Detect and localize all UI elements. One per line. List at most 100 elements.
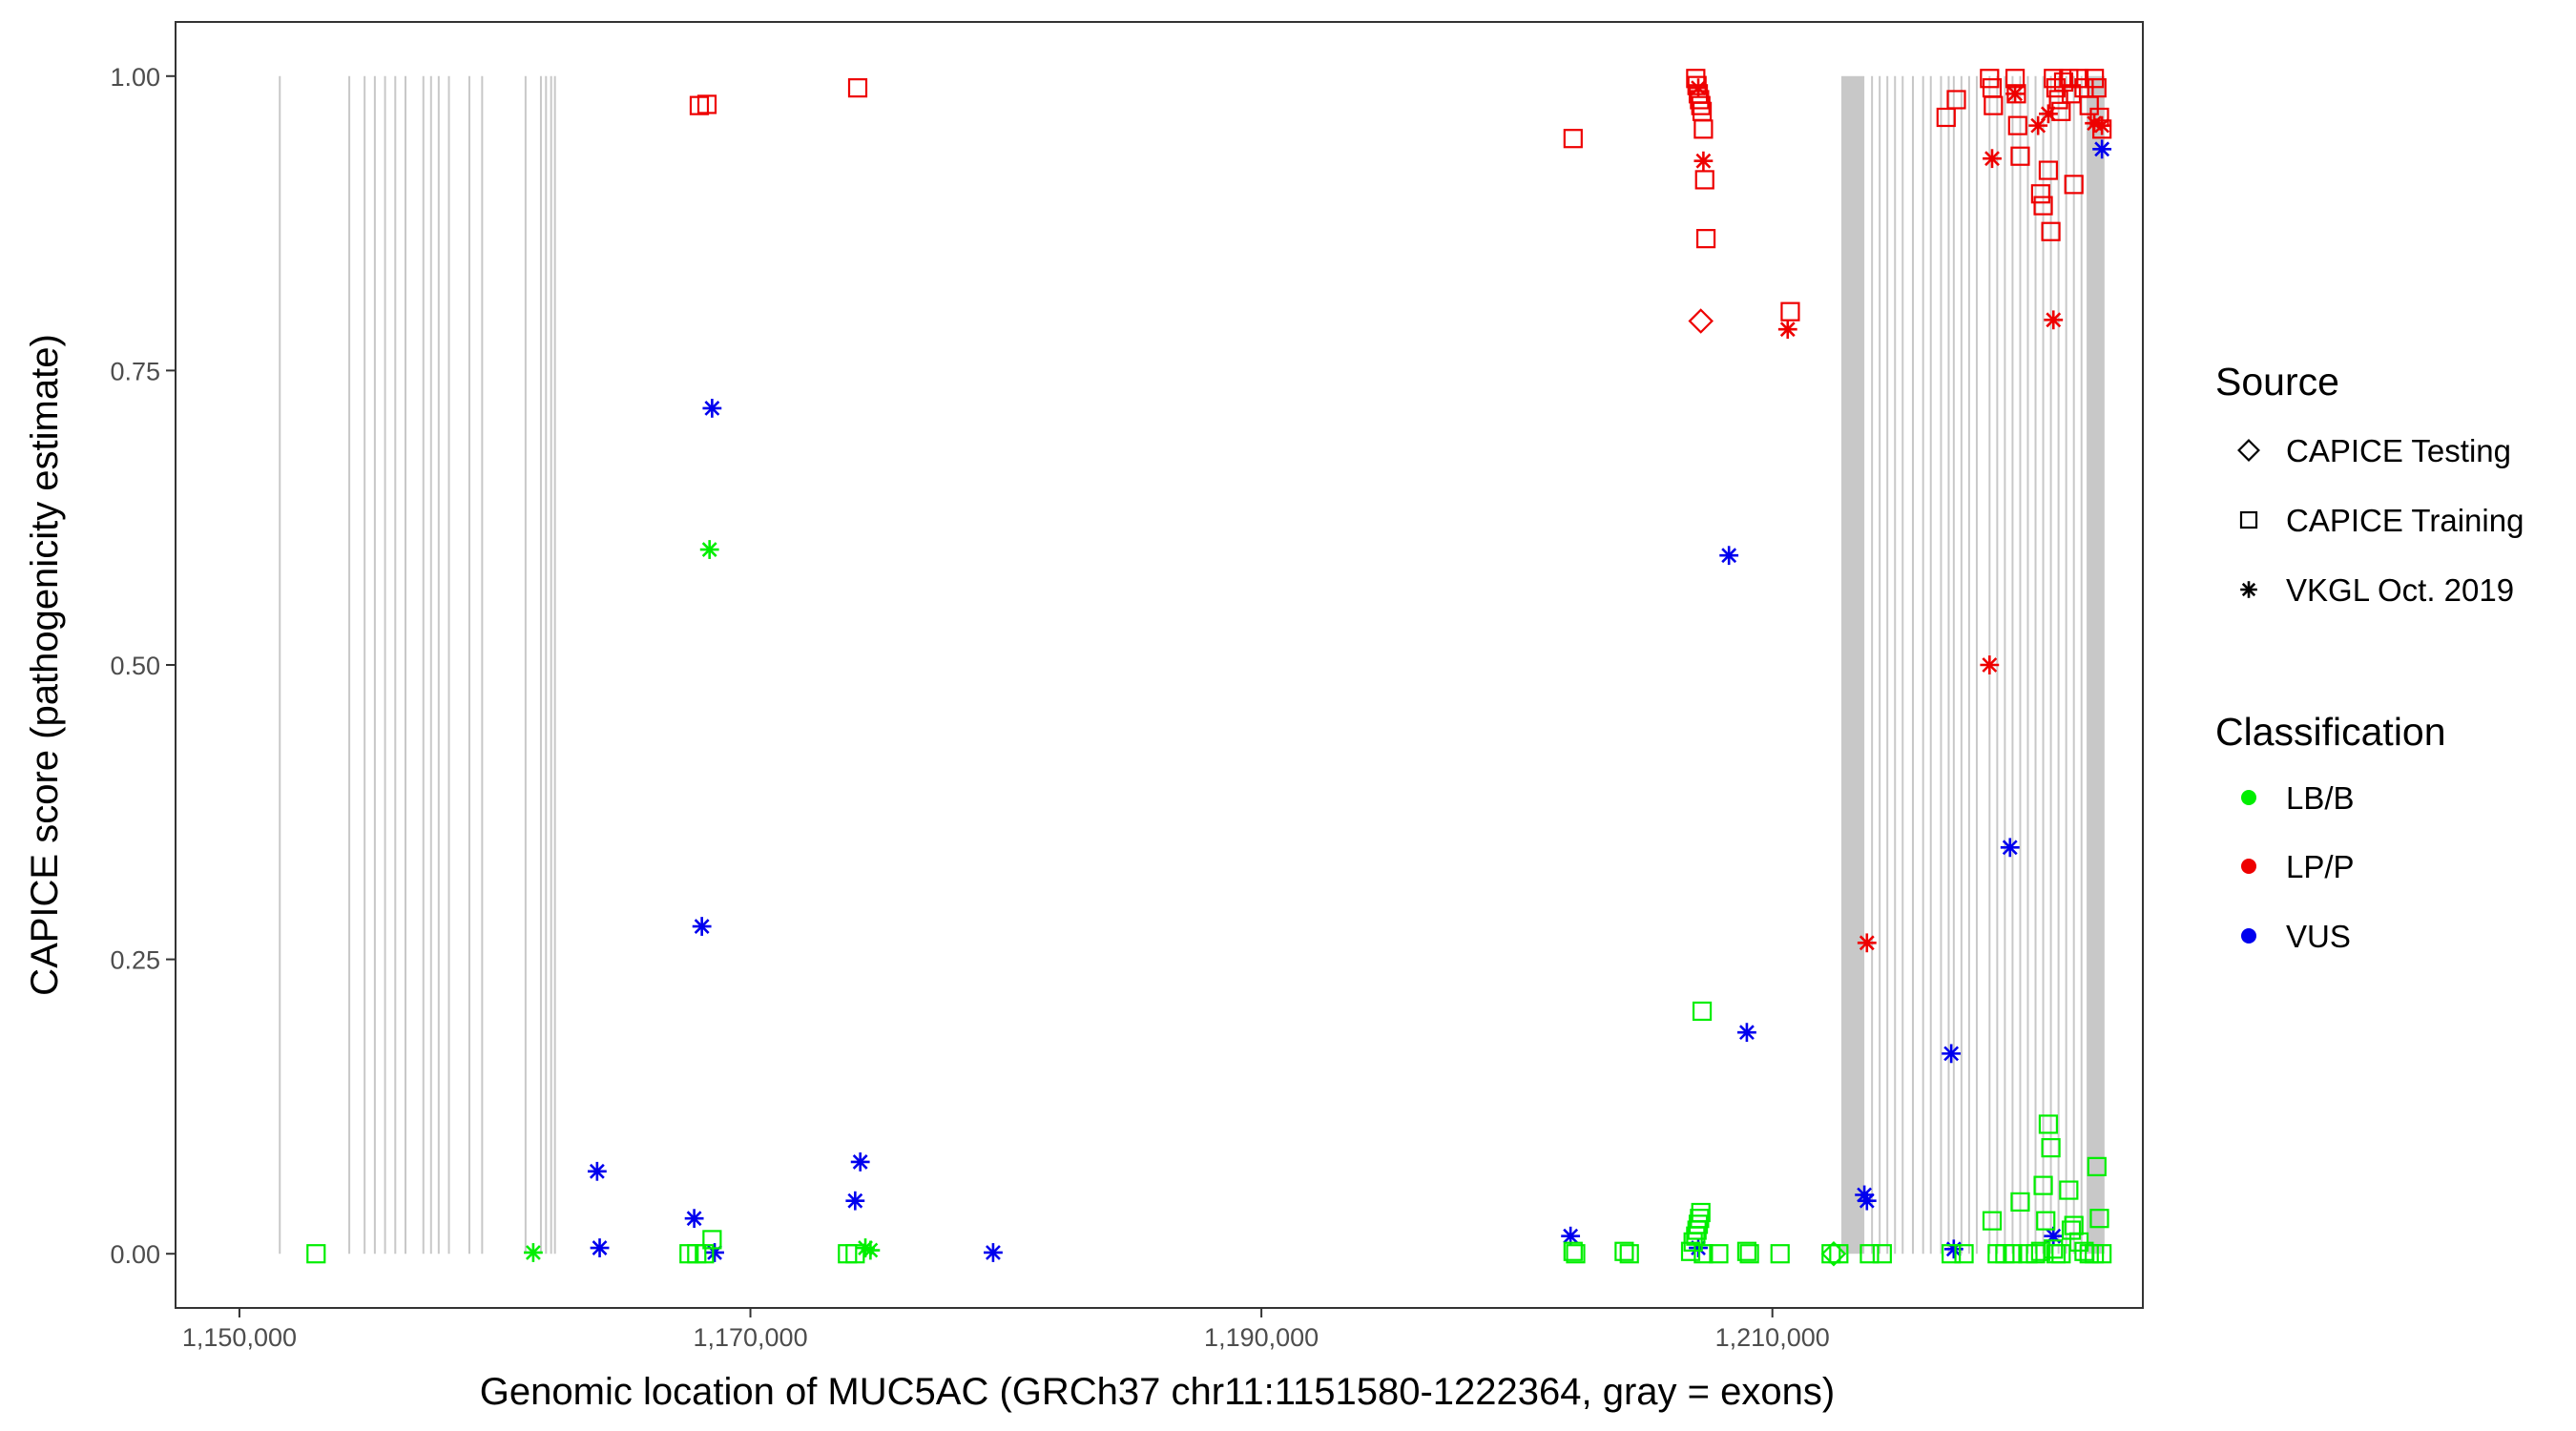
data-point-square-lbb [1872,1244,1892,1264]
data-point-asterisk-vus [2092,139,2112,159]
data-point-square-lbb [1619,1244,1639,1264]
data-point-square-lpp [1693,119,1714,139]
y-tick-label: 0.50 [110,652,160,680]
data-point-square-lbb [2036,1211,2056,1231]
data-point-square-lbb [2051,1244,2071,1264]
legend-asterisk-icon [2240,581,2257,598]
x-tick-label: 1,190,000 [1204,1323,1319,1352]
legend-diamond-icon [2237,439,2260,462]
data-point-square-lbb [1614,1241,1634,1261]
data-point-square-lpp [1691,95,1711,115]
data-point-asterisk-lpp [1777,320,1797,340]
legend-asterisk-mark [2240,581,2257,598]
data-point-asterisk-vus [1737,1023,1756,1043]
legend-lbb-dot-icon [2241,790,2256,805]
data-point-square-lbb [2087,1156,2107,1176]
data-point-square-lbb [702,1230,722,1250]
data-point-square-lpp [1694,170,1714,190]
data-point-square-lbb [1691,1202,1711,1223]
data-point-square-lbb [1859,1244,1880,1264]
data-point-square-lpp [2064,175,2084,195]
data-point-square-lbb [1688,1214,1709,1234]
data-point-square-lbb [2033,1175,2053,1195]
exon-band [1841,75,1865,1255]
data-point-asterisk-vus [1942,1044,1962,1064]
data-point-asterisk-vus [587,1161,607,1181]
data-point-square-lpp [2087,78,2107,98]
data-point-square-lbb [845,1244,865,1264]
data-point-asterisk-lpp [2039,104,2058,124]
data-point-asterisk-lpp [2044,310,2064,330]
x-axis-title: Genomic location of MUC5AC (GRCh37 chr11… [480,1371,1835,1413]
data-point-asterisk-vus [702,398,722,418]
legend-label-capice-testing: CAPICE Testing [2286,433,2511,468]
data-point-square-lbb [2038,1114,2059,1134]
data-point-square-lpp [1946,90,1966,110]
data-point-square-lbb [1829,1244,1849,1264]
legend-diamond-mark [2237,439,2260,462]
data-point-square-lpp [2051,101,2071,121]
data-point-asterisk-vus [984,1243,1003,1262]
y-tick-label: 0.25 [110,946,160,975]
data-point-square-lpp [1695,229,1716,249]
data-point-asterisk-lpp [1689,78,1708,98]
data-point-square-lbb [2030,1241,2050,1261]
data-point-square-lpp [1984,95,2004,115]
data-point-asterisk-lpp [1857,933,1877,953]
data-point-square-lbb [1954,1244,1974,1264]
data-point-square-lbb [2003,1244,2023,1264]
data-point-asterisk-vus [845,1191,865,1211]
data-point-square-lbb [1563,1241,1583,1261]
legend-source-entry-training: CAPICE Training [2239,503,2524,538]
data-point-asterisk-vus [2000,838,2020,858]
data-point-square-lpp [2007,115,2027,135]
point-layer [306,69,2112,1267]
data-point-square-lbb [1709,1244,1729,1264]
legend-label-lbb: LB/B [2286,780,2355,816]
data-point-diamond-lpp [1688,308,1714,334]
y-tick-label: 0.75 [110,357,160,385]
legend-classification-title: Classification [2215,710,2446,754]
axis-layer: 1,150,000 1,170,000 1,190,000 1,210,000 0.00… [110,63,1829,1352]
data-point-asterisk-lpp [2092,115,2112,135]
x-tick-label: 1,170,000 [693,1323,807,1352]
data-point-square-lbb [1942,1244,1962,1264]
legend-class-entry-lbb: LB/B [2241,780,2355,816]
data-point-square-lpp [2041,221,2061,241]
data-point-square-lpp [2038,160,2059,180]
data-point-asterisk-vus [684,1209,704,1229]
data-point-square-lbb [1770,1244,1790,1264]
data-point-square-lbb [306,1244,326,1264]
legend-vus-dot-icon [2241,928,2256,944]
data-point-square-lbb [1690,1209,1710,1229]
data-point-asterisk-vus [590,1238,610,1257]
data-point-asterisk-lbb [524,1243,543,1262]
y-tick-label: 0.00 [110,1240,160,1269]
data-point-square-lpp [2010,146,2030,166]
data-point-asterisk-vus [1719,546,1739,566]
data-point-square-lbb [2059,1180,2079,1200]
data-point-asterisk-lpp [1693,151,1714,171]
legend-source-entry-vkgl: VKGL Oct. 2019 [2240,572,2514,608]
data-point-square-lbb [1739,1244,1759,1264]
legend-source-title: Source [2215,360,2339,404]
exon-band [2087,75,2105,1255]
legend-square-icon [2239,510,2258,529]
data-point-square-lpp [696,94,717,114]
data-point-square-lbb [1566,1244,1586,1264]
x-tick-label: 1,210,000 [1715,1323,1830,1352]
legend-square-mark [2239,510,2258,529]
data-point-square-lbb [2092,1244,2112,1264]
data-point-square-lpp [1936,107,1956,128]
legend-class-entry-vus: VUS [2241,919,2351,954]
data-point-square-lbb [2010,1192,2030,1213]
legend-class-entry-lpp: LP/P [2241,849,2355,884]
data-point-square-lpp [1690,90,1710,110]
exon-band-layer [279,75,2105,1255]
y-tick-label: 1.00 [110,63,160,92]
data-point-square-lbb [1692,1001,1713,1022]
data-point-asterisk-lpp [1980,655,2000,674]
data-point-diamond-lbb [1820,1240,1847,1267]
legend-label-capice-training: CAPICE Training [2286,503,2524,538]
